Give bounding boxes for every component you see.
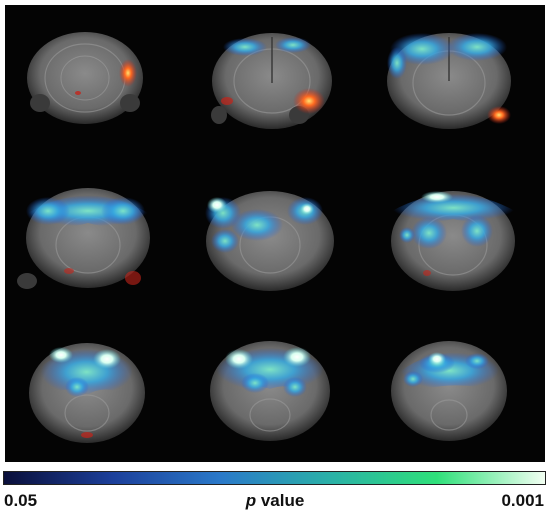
brain-slice-grid [5,5,545,462]
colorbar-title-rest: value [256,491,305,510]
brain-slice-5 [195,183,345,293]
brain-slice-9 [377,335,527,445]
brain-slice-3 [377,23,527,133]
brain-slice-6 [377,183,527,293]
brain-slice-8 [195,335,345,445]
brain-slice-4 [13,183,163,293]
colorbar-title: p value [0,491,550,511]
colorbar-title-p: p [245,491,257,510]
p-value-colorbar [3,471,546,485]
colorbar-max-label: 0.001 [501,491,544,510]
brain-slice-7 [13,335,163,445]
brain-slice-1 [10,23,160,133]
colorbar-min-label: 0.05 [4,491,38,510]
brain-slice-2 [197,23,347,133]
